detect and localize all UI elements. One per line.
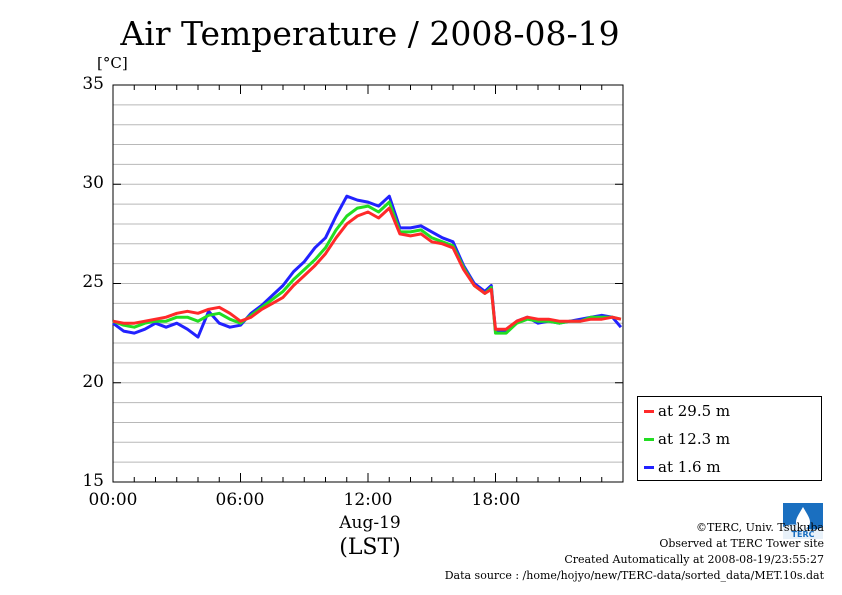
- legend-label: at 12.3 m: [658, 430, 731, 448]
- y-tick-label: 15: [82, 471, 104, 491]
- legend-swatch-blue: [644, 465, 654, 469]
- source-text: Data source : /home/hojyo/new/TERC-data/…: [444, 569, 824, 582]
- series-line-1: [112, 200, 622, 335]
- legend-swatch-red: [644, 409, 654, 413]
- grid-lines: [113, 104, 623, 463]
- x-axis-date: Aug-19: [339, 513, 401, 533]
- chart-title: Air Temperature / 2008-08-19: [120, 14, 620, 53]
- legend-item: at 1.6 m: [644, 457, 721, 477]
- y-tick-label: 30: [82, 173, 104, 193]
- axis-ticks: [112, 84, 624, 483]
- series-lines: [112, 194, 623, 339]
- y-tick-label: 25: [82, 272, 104, 292]
- site-text: Observed at TERC Tower site: [659, 537, 824, 550]
- terc-logo: TERC: [783, 503, 823, 539]
- legend-label: at 29.5 m: [658, 402, 731, 420]
- credits: ©TERC, Univ. Tsukuba Observed at TERC To…: [445, 520, 824, 584]
- series-line-0: [112, 206, 622, 331]
- series-line-2: [112, 194, 623, 339]
- copyright-text: ©TERC, Univ. Tsukuba: [695, 521, 824, 534]
- x-tick-label: 00:00: [88, 490, 138, 510]
- legend-item: at 29.5 m: [644, 401, 730, 421]
- svg-text:TERC: TERC: [792, 530, 815, 539]
- y-tick-label: 35: [82, 74, 104, 94]
- legend-label: at 1.6 m: [658, 458, 721, 476]
- legend-item: at 12.3 m: [644, 429, 730, 449]
- legend-swatch-green: [644, 437, 654, 441]
- x-axis-label: (LST): [339, 535, 401, 560]
- created-text: Created Automatically at 2008-08-19/23:5…: [564, 553, 824, 566]
- y-axis-unit: [°C]: [97, 54, 128, 72]
- x-tick-label: 06:00: [215, 490, 265, 510]
- x-tick-label: 12:00: [343, 490, 393, 510]
- y-tick-label: 20: [82, 372, 104, 392]
- legend: at 29.5 m at 12.3 m at 1.6 m: [637, 396, 822, 481]
- x-tick-label: 18:00: [471, 490, 521, 510]
